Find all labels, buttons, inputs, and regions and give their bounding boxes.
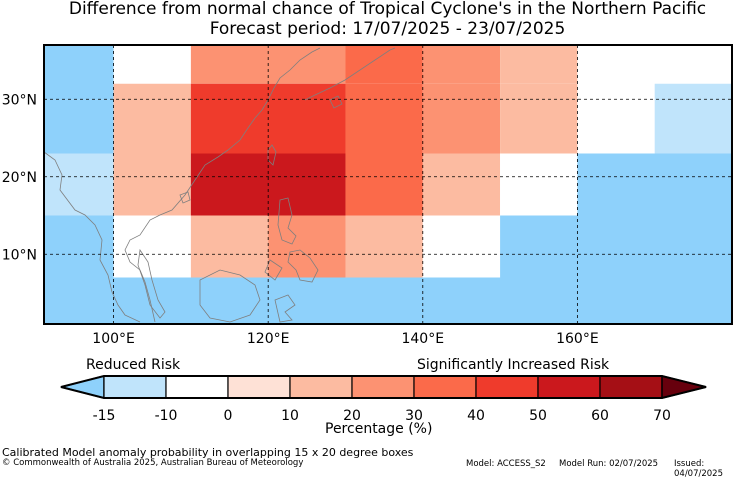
colorbar-tick-label: 0 (224, 408, 233, 424)
map-frame (43, 44, 733, 325)
longitude-labels: 100°E 120°E 140°E 160°E (92, 331, 598, 347)
latitude-labels: 30°N 20°N 10°N (2, 92, 37, 263)
risk-cell (44, 153, 114, 216)
risk-cell (113, 153, 191, 216)
reduced-risk-label: Reduced Risk (86, 357, 181, 373)
coastline-malaya (137, 248, 166, 319)
risk-cell (422, 153, 501, 216)
coastline-borneo (199, 269, 261, 323)
footer-copyright: © Commonwealth of Australia 2025, Austra… (2, 458, 304, 468)
coastline-japan (304, 47, 396, 109)
colorbar-outline (60, 375, 707, 399)
forecast-period: Forecast period: 17/07/2025 - 23/07/2025 (209, 19, 566, 39)
colorbar-segment (165, 375, 229, 399)
risk-cell (500, 83, 578, 154)
colorbar-tick-label: 60 (591, 408, 609, 424)
footer-issued: Issued: 04/07/2025 (674, 459, 723, 479)
coastline-celebes (274, 294, 296, 323)
risk-cell (422, 83, 501, 154)
risk-cell (500, 215, 732, 278)
colorbar-tick-label: 50 (529, 408, 547, 424)
longitude-label: 100°E (92, 331, 135, 347)
risk-cell (268, 215, 346, 278)
colorbar-tick-label: 70 (653, 408, 671, 424)
risk-cell (422, 45, 501, 84)
colorbar-tick-label: 10 (281, 408, 299, 424)
footer-model-run: Model Run: 02/07/2025 (559, 459, 659, 469)
colorbar-title: Percentage (%) (325, 421, 433, 437)
colorbar-segment (351, 375, 415, 399)
coastline-taiwan (267, 144, 277, 166)
colorbar-tick-label: -15 (93, 408, 116, 424)
colorbar-tick-label: -10 (155, 408, 178, 424)
latitude-label: 10°N (2, 247, 37, 263)
risk-cell (577, 83, 655, 154)
risk-cell (44, 277, 732, 324)
colorbar-segment (289, 375, 353, 399)
risk-cell (345, 215, 423, 278)
colorbar-segment (413, 375, 477, 399)
colorbar-tick-label: 30 (405, 408, 423, 424)
risk-cell (44, 215, 114, 278)
increased-risk-label: Significantly Increased Risk (417, 357, 610, 373)
risk-cell (577, 153, 732, 216)
colorbar-tick-label: 20 (343, 408, 361, 424)
colorbar-segment (227, 375, 291, 399)
colorbar-extend-high (661, 375, 707, 399)
chart-title: Difference from normal chance of Tropica… (68, 0, 707, 19)
coastline-asia (43, 47, 321, 323)
footer-model: Model: ACCESS_S2 (466, 459, 546, 469)
colorbar-segment (599, 375, 663, 399)
coastline-visayas-mindanao (264, 249, 319, 283)
risk-cell (113, 83, 191, 154)
risk-cell (654, 83, 732, 154)
graticule (44, 45, 732, 324)
longitude-label: 160°E (556, 331, 599, 347)
risk-cell (345, 153, 423, 216)
risk-cell (500, 45, 578, 84)
colorbar-extend-low (60, 375, 105, 399)
colorbar-segment (475, 375, 539, 399)
risk-cell (44, 99, 114, 154)
colorbar-segment (103, 375, 167, 399)
risk-cell (345, 45, 423, 84)
risk-cell (44, 45, 114, 100)
risk-cell (577, 45, 732, 84)
latitude-label: 30°N (2, 92, 37, 108)
coastline-luzon (277, 197, 297, 245)
risk-cell (190, 215, 269, 278)
risk-cell (500, 153, 578, 216)
coastlines (43, 47, 396, 323)
colorbar-tick-label: 40 (467, 408, 485, 424)
longitude-label: 120°E (247, 331, 290, 347)
colorbar: -15 -10 0 10 20 30 40 50 60 70 (60, 375, 707, 424)
colorbar-segment (537, 375, 601, 399)
longitude-label: 140°E (401, 331, 444, 347)
latitude-label: 20°N (2, 170, 37, 186)
coastline-hainan (179, 191, 191, 204)
risk-cell (422, 215, 501, 278)
risk-cell (345, 83, 423, 154)
risk-cell (113, 215, 191, 278)
footer-note: Calibrated Model anomaly probability in … (2, 446, 414, 459)
risk-cells (44, 45, 732, 324)
